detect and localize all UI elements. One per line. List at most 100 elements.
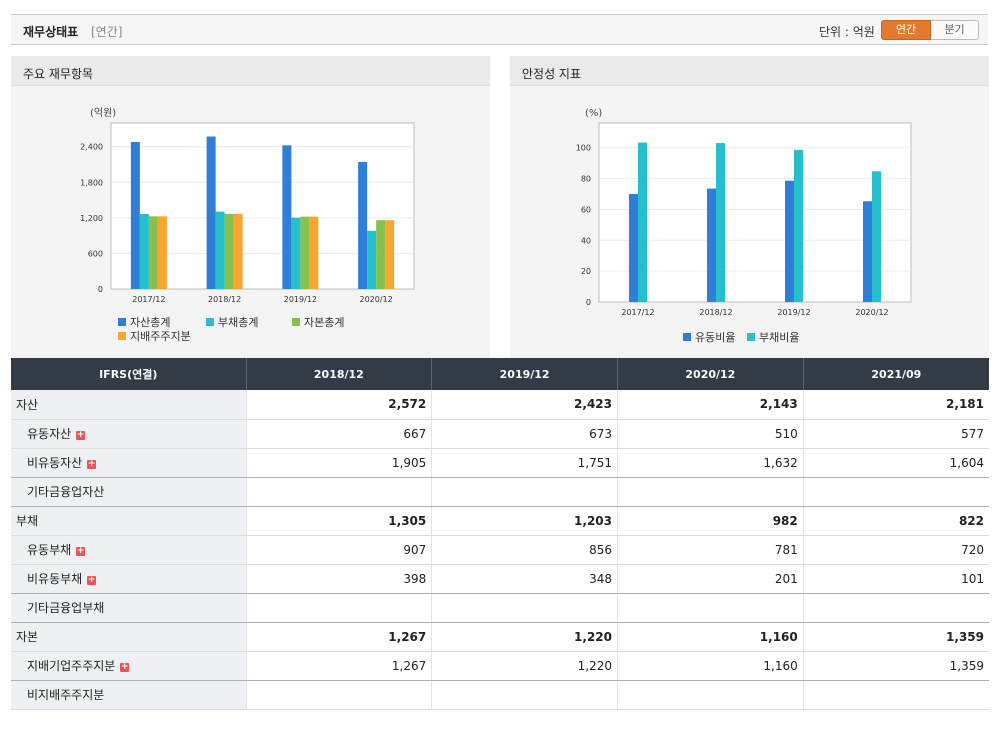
value-cell: 1,751 [431,448,618,478]
y-tick-label: 40 [581,236,591,245]
value-cell: 2,423 [431,390,618,420]
bar[interactable] [224,213,234,289]
table-row: 비지배주주지분 [11,680,989,710]
legend-label: 부채비율 [759,331,799,344]
expand-plus-icon[interactable]: + [76,546,86,556]
row-label: 유동부채 + [11,535,246,565]
x-tick-label: 2017/12 [132,295,165,304]
y-tick-label: 0 [98,285,103,294]
value-cell: 1,905 [245,448,432,478]
value-cell [431,593,618,623]
bar[interactable] [206,136,216,289]
value-cell: 577 [802,419,989,449]
row-label: 기타금융업자산 [11,477,246,507]
value-cell: 101 [802,564,989,594]
y-tick-label: 600 [88,249,103,258]
row-label-text: 비유동자산 [27,456,83,470]
value-cell [617,680,804,710]
bar[interactable] [309,216,319,289]
value-cell [245,477,432,507]
bar[interactable] [629,193,638,302]
value-cell [245,593,432,623]
y-tick-label: 100 [576,144,591,153]
column-header: 2019/12 [431,358,618,390]
value-cell: 2,572 [245,390,432,420]
key-items-panel-title: 주요 재무항목 [23,67,94,81]
bar[interactable] [385,220,395,289]
quarter-toggle-button[interactable]: 분기 [931,20,979,40]
expand-plus-icon[interactable]: + [87,575,97,585]
bar[interactable] [794,149,803,302]
value-cell: 781 [617,535,804,565]
bar[interactable] [863,201,872,302]
bar[interactable] [233,213,243,289]
value-cell: 1,305 [245,506,432,536]
statement-title: 재무상태표 [23,25,79,39]
bar[interactable] [291,217,301,289]
table-row: 기타금융업자산 [11,477,989,507]
table-header-label: IFRS(연결) [11,358,246,390]
bar[interactable] [300,216,310,289]
legend-swatch [118,318,126,326]
row-label: 비유동자산 + [11,448,246,478]
bar[interactable] [215,211,225,289]
y-tick-label: 0 [586,298,591,307]
value-cell: 907 [245,535,432,565]
table-row: 자산 2,572 2,423 2,143 2,181 [11,390,989,420]
x-tick-label: 2018/12 [208,295,241,304]
annual-toggle-button[interactable]: 연간 [881,20,931,40]
legend-swatch [683,333,691,341]
value-cell [431,680,618,710]
period-tag: [연간] [91,25,123,39]
row-label-text: 자본 [16,630,39,644]
value-cell: 510 [617,419,804,449]
row-label-text: 기타금융업부채 [27,601,105,615]
bar[interactable] [367,230,377,289]
bar[interactable] [707,188,716,302]
expand-plus-icon[interactable]: + [87,459,97,469]
x-tick-label: 2017/12 [621,308,654,317]
x-tick-label: 2020/12 [855,308,888,317]
table-row: 지배기업주주지분 +1,267 1,220 1,160 1,359 [11,651,989,681]
row-label-text: 유동부채 [27,543,72,557]
bar[interactable] [282,145,292,289]
bar[interactable] [872,171,881,302]
table-row: 부채 1,305 1,203 982 822 [11,506,989,536]
x-tick-label: 2018/12 [699,308,732,317]
table-row: 비유동자산 +1,905 1,751 1,632 1,604 [11,448,989,478]
bar[interactable] [376,220,386,289]
row-label: 자산 [11,390,246,420]
legend-swatch [118,332,126,340]
bar[interactable] [638,142,647,302]
value-cell: 348 [431,564,618,594]
bar[interactable] [139,214,149,289]
value-cell: 1,203 [431,506,618,536]
expand-plus-icon[interactable]: + [120,662,130,672]
unit-label: (억원) [90,107,116,119]
value-cell: 1,604 [802,448,989,478]
financial-table: IFRS(연결) 2018/12 2019/12 2020/12 2021/09… [11,358,989,710]
row-label-text: 비유동부채 [27,572,83,586]
unit-label: 단위 : 억원 [819,25,875,39]
table-row: 자본 1,267 1,220 1,160 1,359 [11,622,989,652]
y-tick-label: 80 [581,175,591,184]
x-tick-label: 2019/12 [284,295,317,304]
y-tick-label: 20 [581,267,591,276]
value-cell: 2,181 [802,390,989,420]
y-tick-label: 60 [581,205,591,214]
expand-plus-icon[interactable]: + [76,430,86,440]
bar[interactable] [130,141,140,289]
value-cell: 1,220 [431,622,618,652]
legend-swatch [747,333,755,341]
bar[interactable] [785,180,794,302]
row-label: 지배기업주주지분 + [11,651,246,681]
row-label: 기타금융업부채 [11,593,246,623]
legend-label: 자본총계 [304,316,344,329]
row-label: 자본 [11,622,246,652]
bar[interactable] [157,216,167,289]
bar[interactable] [148,216,158,289]
value-cell: 1,632 [617,448,804,478]
bar[interactable] [358,161,368,289]
bar[interactable] [716,143,725,302]
row-label-text: 유동자산 [27,427,72,441]
